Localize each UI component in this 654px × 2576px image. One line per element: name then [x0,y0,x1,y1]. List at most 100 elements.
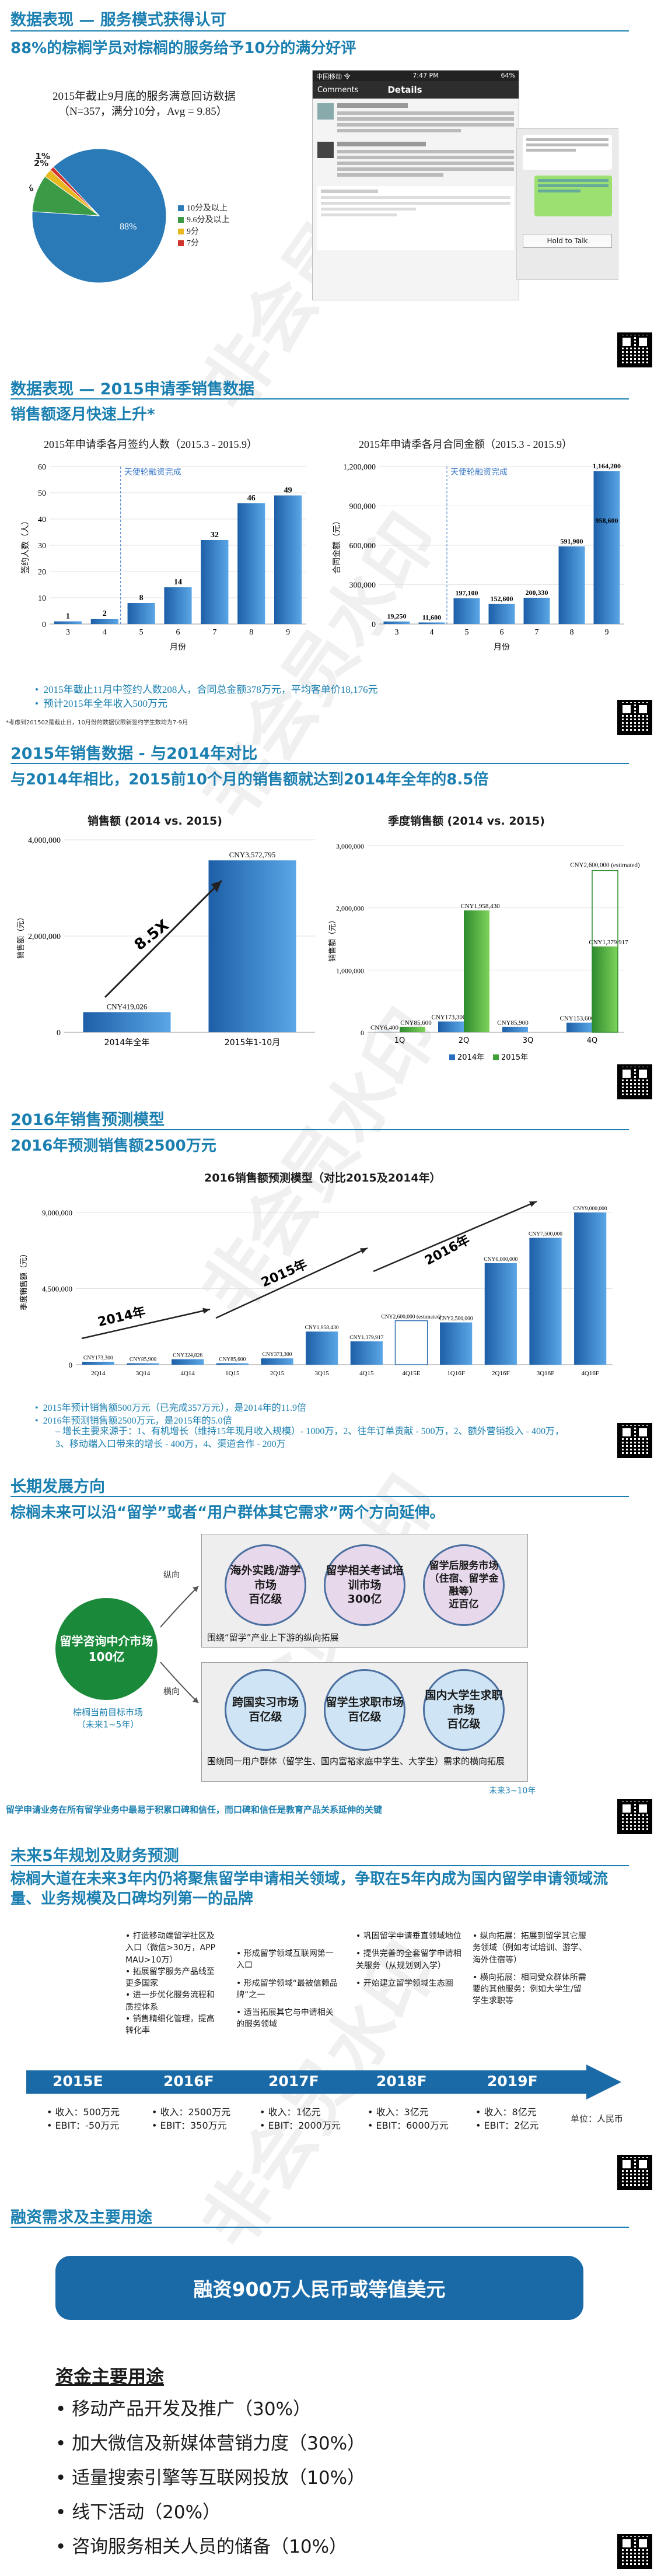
phone-nav-bar: Comments Details [313,81,519,99]
back-button[interactable]: Comments [317,85,359,94]
bullet-text: – 增长主要来源于：1、有机增长（维持15年现月收入规模）- 1000万，2、往… [55,1427,564,1449]
bar [208,860,296,1032]
tick-label: 60 [38,463,46,472]
bar-2015 [592,946,618,1032]
section-title: 数据表现 — 服务模式获得认可 [11,11,226,29]
tick-label: 50 [38,489,46,498]
tick-label: 2Q [459,1036,470,1045]
section-title: 2015年销售数据 - 与2014年对比 [11,745,258,763]
bar [83,1012,171,1032]
use-item: • 移动产品开发及推广（30%） [55,2399,312,2420]
bar [82,1361,114,1365]
bar [172,1359,204,1365]
plan-item: • 形成留学领域互联网第一入口 [236,1949,334,1971]
data-label: CNY3,572,795 [229,850,275,859]
bar [127,603,155,624]
tick-label: 2015年1-10月 [225,1038,280,1047]
legend-label: 9.6分及以上 [187,215,230,225]
bullet-text: • 预计2015年全年收入500万元 [35,698,167,709]
trend-arrowhead [529,1201,537,1207]
plan-column: • 纵向拓展：拓展到留学其它服务领域（例如考试培训、游学、海外住宿等） • 横向… [473,1930,589,2007]
tick-label: 9,000,000 [42,1208,72,1217]
pie-caption: 2015年截止9月底的服务满意回访数据 [53,90,236,103]
tick-label: 1Q16F [447,1370,465,1377]
tick-label: 4Q15 [359,1370,374,1377]
finance-figures: • 收入：8亿元 • EBIT：2亿元 [475,2107,539,2132]
quarterly-sales-chart: 01,000,0002,000,0003,000,000CNY6,400CNY8… [328,842,640,1062]
tick-label: 2Q16F [492,1370,510,1377]
data-label: CNY85,900 [130,1357,156,1363]
legend-swatch [449,1054,455,1060]
section-title: 数据表现 — 2015申请季销售数据 [11,380,254,398]
qr-code [617,2155,652,2190]
growth-arrowhead [211,881,222,892]
data-label: CNY85,600 [219,1357,246,1363]
trend-arrowhead [360,1248,368,1254]
chat-screenshot: Hold to Talk [516,128,618,280]
data-label: 14 [174,578,182,587]
market-bubble: 海外实践/游学市场 百亿级 [225,1544,306,1626]
tick-label: 4Q16F [581,1370,599,1377]
timeline-year: 2017F [268,2073,319,2090]
phone-header: Details [387,85,422,95]
data-label: CNY1,379,917 [589,939,628,946]
tick-label: 1Q15 [225,1370,240,1377]
legend-label: 9分 [187,227,199,236]
data-label: 19,250 [387,612,407,621]
bar-2015 [400,1026,425,1032]
bar [484,1263,517,1365]
tick-label: 4,500,000 [42,1285,72,1294]
y-axis-label: 季度销售额（元） [19,1250,29,1310]
horizontal-label: 横向 [163,1687,180,1697]
bar [453,598,480,624]
uses-title: 资金主要用途 [55,2367,164,2388]
tick-label: 5 [465,628,469,637]
data-label: 152,600 [491,595,513,603]
data-label: CNY6,400 [370,1024,398,1031]
data-label: 46 [247,494,256,503]
horizontal-caption: 围绕同一用户群体（留学生、国内富裕家庭中学生、大学生）需求的横向拓展 [207,1756,505,1767]
qr-code [617,700,652,735]
tick-label: 2,000,000 [28,933,61,941]
y-axis-label: 销售额（元） [328,916,337,962]
avatar [317,103,334,120]
trend-arrow [373,1200,537,1273]
data-label: 49 [284,486,292,495]
legend-label: 7分 [187,239,199,248]
tick-label: 6 [500,628,504,637]
comment-block [313,137,519,181]
tick-label: 4Q15E [402,1370,420,1377]
avatar [317,142,334,158]
tick-label: 0 [57,1029,61,1038]
plan-item: • 形成留学领域“最被信赖品牌”之一 [236,1978,338,2000]
section-subtitle: 88%的棕榈学员对棕榈的服务给予10分的满分好评 [11,40,356,57]
section-footer: 留学申请业务在所有留学业务中最易于积累口碑和信任，而口碑和信任是教育产品关系延伸… [6,1804,383,1815]
qr-code [617,1799,652,1834]
section-subtitle: 与2014年相比，2015前10个月的销售额就达到2014年全年的8.5倍 [11,771,489,788]
data-label: CNY1,958,430 [305,1325,339,1331]
y-axis-label: 销售额（元） [16,913,26,959]
tick-label: 3 [395,628,399,637]
comment-text-placeholder [337,103,514,132]
carrier-text: 中国移动 令 [316,73,351,80]
plan-item: • 进一步优化服务流程和质控体系 [125,1990,215,2012]
phone-status-bar: 中国移动 令 7:47 PM 64% [313,71,519,81]
bar [201,540,229,624]
hold-to-talk-button[interactable]: Hold to Talk [523,234,612,248]
divider [11,1129,629,1130]
chart-title: 2016销售额预测模型（对比2015及2014年） [204,1172,441,1184]
data-label: 591,900 [561,537,583,545]
tick-label: 2,000,000 [336,905,364,913]
vertical-label: 纵向 [163,1571,180,1580]
pie-slice [32,148,167,283]
comment-block [313,99,519,137]
data-label: CNY6,000,000 [484,1257,517,1263]
bar [237,503,265,624]
funding-banner: 融资900万人民币或等值美元 [55,2256,583,2320]
section-subtitle: 销售额逐月快速上升* [11,406,155,423]
data-label: CNY173,300 [432,1014,466,1021]
legend-swatch [178,240,184,246]
use-item: • 咨询服务相关人员的储备（10%） [55,2536,348,2557]
uses-list: • 移动产品开发及推广（30%） • 加大微信及新媒体营销力度（30%） • 适… [55,2394,365,2566]
data-label: CNY173,300 [83,1355,113,1361]
